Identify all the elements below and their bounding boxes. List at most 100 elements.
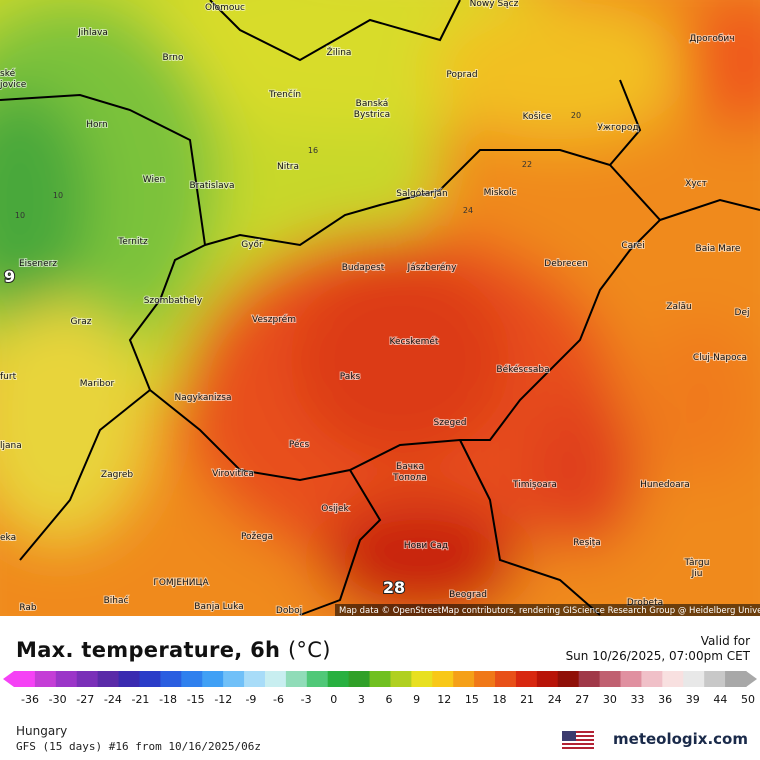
colorbar-cell <box>515 671 538 687</box>
colorbar-cell <box>139 671 161 687</box>
place-label: eka <box>0 533 16 543</box>
map: Olomouc Nowy Sącz Jihlava Brno Žilina Poprad Д… <box>0 0 760 616</box>
place-label: Poprad <box>446 70 477 80</box>
colorbar-tick-label: -6 <box>273 693 284 706</box>
place-label: Trenčín <box>268 89 301 100</box>
colorbar-cell <box>14 671 36 687</box>
contour-label: 16 <box>308 146 318 155</box>
valid-time: Sun 10/26/2025, 07:00pm CET <box>565 649 750 663</box>
place-label: Kecskemét <box>390 336 439 347</box>
colorbar-tick-label: -21 <box>131 693 149 706</box>
place-label: Wien <box>143 175 165 185</box>
place-label: Нови Сад <box>404 541 448 551</box>
flag <box>562 731 594 751</box>
place-label: Salgótarján <box>396 188 447 199</box>
place-label: Reșița <box>573 538 601 548</box>
attribution: Map data © OpenStreetMap contributors, r… <box>339 606 760 616</box>
place-label: Doboj <box>276 606 302 616</box>
place-label: Eisenerz <box>19 259 57 269</box>
colorbar-cell <box>348 671 371 687</box>
place-label: Maribor <box>80 379 115 389</box>
colorbar-tick-label: 6 <box>386 693 393 706</box>
colorbar-tick-label: 15 <box>465 693 479 706</box>
colorbar-tick-label: 18 <box>492 693 506 706</box>
contour-label: 10 <box>53 191 63 200</box>
place-label: Nagykanizsa <box>175 393 232 403</box>
legend-panel: Max. temperature, 6h (°C) Valid for Sun 1… <box>0 616 760 760</box>
colorbar-cell <box>202 671 224 687</box>
contour-label: 20 <box>571 111 581 120</box>
colorbar-cell <box>390 671 412 687</box>
colorbar-cell <box>578 671 601 687</box>
colorbar-tick-label: 50 <box>741 693 755 706</box>
place-label: Požega <box>241 532 273 542</box>
place-label: Osijek <box>321 504 349 514</box>
contour-label: 24 <box>463 206 473 215</box>
brand: meteologix.com <box>613 730 748 748</box>
place-label: Ternitz <box>117 237 148 247</box>
place-label: Carei <box>621 241 644 251</box>
place-label: Žilina <box>327 46 352 58</box>
colorbar-tick-label: -24 <box>104 693 122 706</box>
colorbar-cell <box>285 671 308 687</box>
place-label: Szombathely <box>144 296 203 306</box>
colorbar-tick-label: 33 <box>631 693 645 706</box>
place-label: Graz <box>71 317 92 327</box>
place-label: Paks <box>340 372 361 382</box>
colorbar-tick-label: -27 <box>76 693 94 706</box>
contour-label: 10 <box>15 211 25 220</box>
model: GFS (15 days) #16 from 10/16/2025/06z <box>16 740 262 753</box>
place-label: Budapest <box>342 263 385 273</box>
colorbar-cell <box>160 671 182 687</box>
place-label: Miskolc <box>484 188 517 198</box>
colorbar-end <box>746 671 757 687</box>
place-label: Târgu <box>684 558 710 568</box>
colorbar-cell <box>453 671 475 687</box>
colorbar-tick-label: 21 <box>520 693 534 706</box>
colorbar-cell <box>683 671 705 687</box>
place-label: Dej <box>735 308 750 318</box>
place-label: Cluj-Napoca <box>693 353 747 363</box>
colorbar-cell <box>557 671 580 687</box>
colorbar-cell <box>536 671 559 687</box>
place-label: Szeged <box>434 418 467 428</box>
place-label: Timișoara <box>512 480 557 490</box>
place-label: Бачка <box>396 462 424 472</box>
colorbar-cell <box>432 671 454 687</box>
colorbar-tick-label: -9 <box>245 693 256 706</box>
colorbar-cell <box>704 671 726 687</box>
colorbar-cell <box>223 671 245 687</box>
borders <box>0 0 760 616</box>
colorbar-cell <box>725 671 747 687</box>
place-label: Virovitica <box>212 469 254 479</box>
colorbar-cell <box>244 671 266 687</box>
place-label: Hunedoara <box>640 480 690 490</box>
place-label: Ужгород <box>597 123 638 133</box>
place-label: Zalău <box>666 302 691 312</box>
colorbar-cell <box>662 671 684 687</box>
place-label: Veszprém <box>252 314 296 325</box>
colorbar-tick-label: 30 <box>603 693 617 706</box>
colorbar-cell <box>327 671 350 687</box>
place-label: Bratislava <box>190 181 235 191</box>
contour-label: 22 <box>522 160 532 169</box>
place-label: Beograd <box>449 590 487 600</box>
place-label: Brno <box>163 53 184 63</box>
place-label: Nitra <box>277 162 299 172</box>
title: Max. temperature, 6h (°C) <box>16 638 331 662</box>
place-label: Jihlava <box>77 28 108 38</box>
colorbar-tick-label: 39 <box>686 693 700 706</box>
place-label: Banja Luka <box>194 602 243 612</box>
place-label: Debrecen <box>544 259 587 269</box>
temperature-field <box>0 0 760 616</box>
colorbar-tick-label: -12 <box>214 693 232 706</box>
region: Hungary <box>16 724 68 738</box>
colorbar-tick-label: -30 <box>49 693 67 706</box>
place-label: Olomouc <box>205 3 245 13</box>
colorbar-cell <box>76 671 99 687</box>
colorbar-cell <box>55 671 78 687</box>
colorbar-tick-label: -3 <box>301 693 312 706</box>
place-label: ljana <box>0 441 22 451</box>
colorbar-cell <box>181 671 203 687</box>
